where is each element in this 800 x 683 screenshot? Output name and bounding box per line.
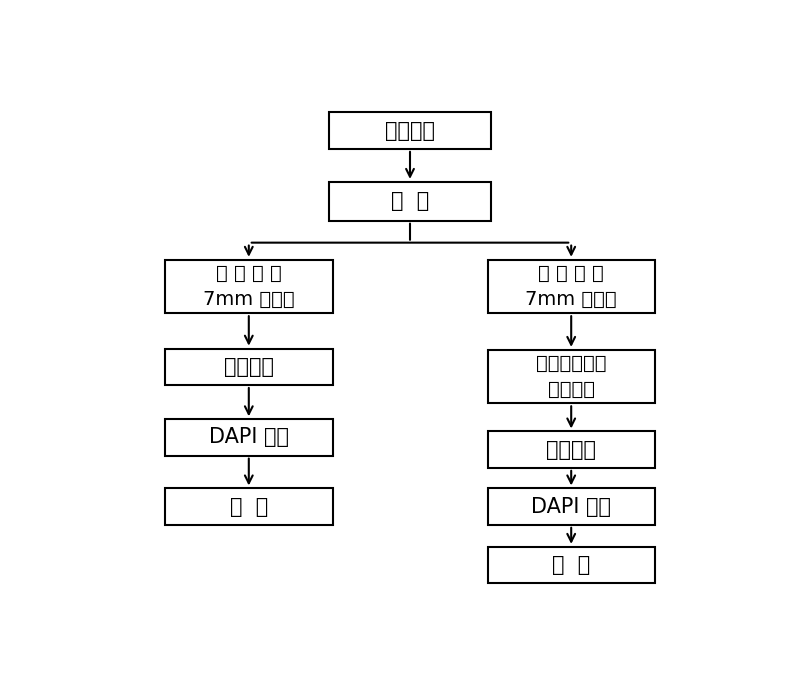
Text: DAPI 染色: DAPI 染色: [209, 428, 289, 447]
Text: 甘油渗透: 甘油渗透: [546, 440, 596, 460]
Text: 镜  检: 镜 检: [552, 555, 590, 575]
FancyBboxPatch shape: [330, 182, 490, 221]
Text: 直 径 大 于
7mm 的花蕾: 直 径 大 于 7mm 的花蕾: [526, 264, 617, 309]
FancyBboxPatch shape: [165, 488, 333, 525]
Text: 甘油渗透: 甘油渗透: [224, 357, 274, 377]
Text: 直 径 小 于
7mm 的花蕾: 直 径 小 于 7mm 的花蕾: [203, 264, 294, 309]
FancyBboxPatch shape: [487, 432, 655, 468]
FancyBboxPatch shape: [165, 419, 333, 456]
FancyBboxPatch shape: [487, 547, 655, 583]
Text: 次氯酸钠氧化
水浴热激: 次氯酸钠氧化 水浴热激: [536, 354, 606, 400]
FancyBboxPatch shape: [487, 350, 655, 404]
FancyBboxPatch shape: [330, 113, 490, 149]
Text: DAPI 染色: DAPI 染色: [531, 497, 611, 516]
FancyBboxPatch shape: [487, 488, 655, 525]
Text: 棉花花蕾: 棉花花蕾: [385, 121, 435, 141]
FancyBboxPatch shape: [487, 260, 655, 313]
Text: 固  定: 固 定: [391, 191, 429, 211]
FancyBboxPatch shape: [165, 260, 333, 313]
Text: 镜  检: 镜 检: [230, 497, 268, 516]
FancyBboxPatch shape: [165, 348, 333, 385]
